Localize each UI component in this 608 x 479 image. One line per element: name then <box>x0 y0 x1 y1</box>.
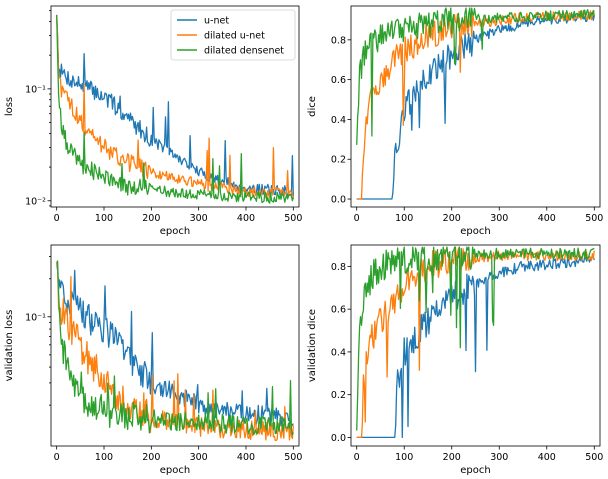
x-tick-label: 200 <box>443 452 461 463</box>
chart-panel-validation-dice: 0 100 200 300 400 500 0.0 0.2 0.4 0.6 0.8 epoch vali… <box>307 244 603 476</box>
x-axis-label: epoch <box>160 226 190 237</box>
x-tick-label: 300 <box>190 213 208 224</box>
chart-panel-train-dice: 0 100 200 300 400 500 0.0 0.2 0.4 0.6 0.8 epoch dice <box>307 5 603 237</box>
chart-panel-train-loss: 0 100 200 300 400 500 10⁻² 10⁻¹ epoch loss u-net di… <box>4 5 302 237</box>
y-tick-label: 0.8 <box>331 35 346 46</box>
y-tick-label: 0.6 <box>331 305 346 316</box>
x-tick-label: 400 <box>237 213 255 224</box>
series-line-dilated-densenet <box>356 7 595 145</box>
y-tick-label: 10⁻¹ <box>25 84 46 95</box>
y-tick-label: 0.2 <box>331 390 346 401</box>
y-tick-label: 10⁻¹ <box>25 312 46 323</box>
x-tick-label: 500 <box>284 213 302 224</box>
y-tick-label: 10⁻² <box>25 196 46 207</box>
y-tick-label: 0.0 <box>331 195 346 206</box>
x-tick-label: 0 <box>354 452 360 463</box>
x-tick-label: 200 <box>443 213 461 224</box>
x-tick-label: 200 <box>142 213 160 224</box>
x-tick-label: 200 <box>142 452 160 463</box>
legend-box <box>170 9 296 61</box>
x-tick-label: 0 <box>354 213 360 224</box>
x-tick-label: 400 <box>237 452 255 463</box>
x-axis-label: epoch <box>160 465 190 476</box>
x-tick-label: 0 <box>54 213 60 224</box>
y-axis-label: validation loss <box>4 310 15 382</box>
x-tick-label: 100 <box>395 452 413 463</box>
axes-frame <box>50 244 300 447</box>
series-line-dilated-u-net <box>356 10 595 200</box>
legend-label: dilated u-net <box>204 31 265 42</box>
x-tick-label: 0 <box>54 452 60 463</box>
x-tick-label: 300 <box>490 213 508 224</box>
legend-label: u-net <box>204 16 229 27</box>
series-line-dilated-densenet <box>56 260 294 436</box>
y-tick-label: 0.4 <box>331 115 346 126</box>
legend-label: dilated densenet <box>204 46 284 57</box>
series-line-u-net <box>56 262 294 427</box>
axes-frame <box>350 244 601 447</box>
x-tick-label: 300 <box>490 452 508 463</box>
y-tick-label: 0.0 <box>331 433 346 444</box>
axes-frame <box>350 5 601 208</box>
x-tick-label: 500 <box>585 213 603 224</box>
x-tick-label: 100 <box>95 213 113 224</box>
x-tick-label: 500 <box>585 452 603 463</box>
y-axis-label: validation dice <box>307 309 318 382</box>
series-line-dilated-densenet <box>356 246 595 431</box>
x-axis-label: epoch <box>460 226 490 237</box>
series-line-dilated-densenet <box>56 14 294 204</box>
legend: u-net dilated u-net dilated densenet <box>170 9 296 61</box>
series-line-u-net <box>356 255 595 439</box>
series-line-dilated-u-net <box>56 14 294 200</box>
y-axis-label: loss <box>4 97 15 116</box>
chart-panel-validation-loss: 0 100 200 300 400 500 10⁻¹ epoch validation loss <box>4 244 302 476</box>
y-tick-label: 0.8 <box>331 262 346 273</box>
y-tick-label: 0.6 <box>331 75 346 86</box>
y-tick-label: 0.4 <box>331 347 346 358</box>
x-axis-label: epoch <box>460 465 490 476</box>
y-axis-label: dice <box>307 96 318 117</box>
x-tick-label: 400 <box>538 213 556 224</box>
x-tick-label: 100 <box>395 213 413 224</box>
x-tick-label: 500 <box>284 452 302 463</box>
x-tick-label: 400 <box>538 452 556 463</box>
x-tick-label: 100 <box>95 452 113 463</box>
y-tick-label: 0.2 <box>331 155 346 166</box>
x-tick-label: 300 <box>190 452 208 463</box>
